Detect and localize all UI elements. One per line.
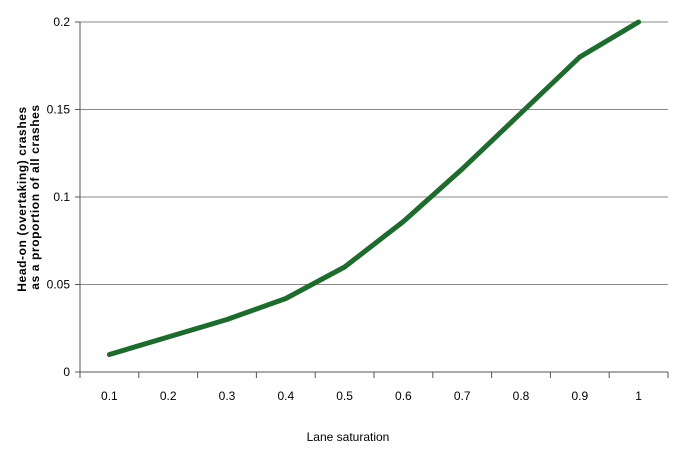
data-point	[107, 353, 111, 356]
gridlines	[80, 21, 668, 285]
x-tick-label: 1	[635, 389, 642, 403]
y-tick-label: 0.1	[53, 190, 70, 204]
x-tick-label: 0.2	[160, 389, 177, 403]
x-tick-label: 0.4	[277, 389, 294, 403]
x-tick-label: 0.7	[454, 389, 471, 403]
x-tick-label: 0.6	[395, 389, 412, 403]
axes	[75, 21, 669, 378]
y-tick-label: 0.2	[53, 15, 70, 29]
y-tick-label: 0.05	[47, 278, 71, 292]
series-layer	[106, 19, 642, 357]
tick-labels: 0 0.05 0.1 0.15 0.2 0.1 0.2 0.3 0.4 0.5 0.6 0.7 0.8 0…	[47, 15, 643, 403]
y-tick-label: 0.15	[47, 103, 71, 117]
y-axis-title-line-2: as a proportion of all crashes	[28, 104, 42, 289]
y-axis-title: Head-on (overtaking) crashes as a propor…	[15, 102, 42, 291]
x-tick-label: 0.9	[571, 389, 588, 403]
data-point	[284, 297, 288, 300]
x-tick-label: 0.3	[219, 389, 236, 403]
data-point	[460, 167, 464, 171]
x-tick-label: 0.8	[513, 389, 530, 403]
series-line-1	[106, 19, 642, 357]
data-point	[166, 335, 170, 339]
data-point	[637, 20, 641, 24]
y-tick-label: 0	[63, 365, 70, 379]
data-point	[401, 220, 405, 223]
x-tick-label: 0.1	[101, 389, 118, 403]
data-point	[343, 265, 347, 269]
x-axis-title: Lane saturation	[307, 430, 390, 444]
x-tick-label: 0.5	[336, 389, 353, 403]
data-point	[578, 55, 582, 59]
data-point	[225, 318, 229, 321]
y-axis-title-line-1: Head-on (overtaking) crashes	[15, 106, 29, 292]
data-point	[519, 111, 523, 115]
